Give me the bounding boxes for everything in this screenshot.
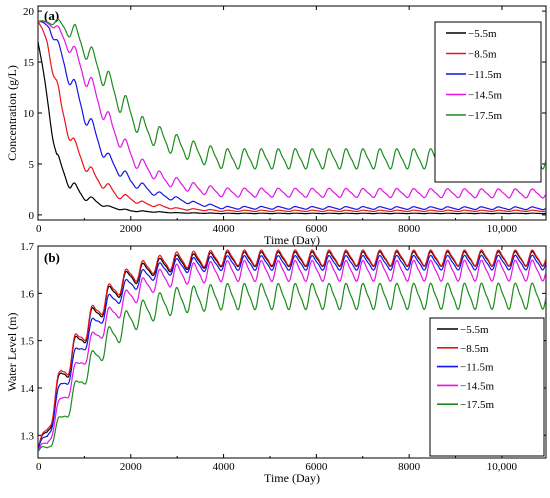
y-tick-label: 1.5: [20, 336, 34, 348]
series-line-4: [38, 20, 546, 199]
panel-label: (a): [44, 8, 59, 23]
y-tick-label: 5: [29, 159, 35, 171]
x-tick-label: 10,000: [487, 223, 518, 235]
legend-label: −14.5m: [460, 380, 494, 392]
x-tick-label: 6000: [305, 223, 328, 235]
series-line-2: [38, 21, 546, 213]
legend-box: [434, 21, 542, 183]
x-tick-label: 6000: [305, 461, 328, 473]
legend-label: −5.5m: [460, 324, 489, 336]
legend-label: −14.5m: [468, 90, 502, 102]
y-tick-label: 20: [23, 6, 35, 18]
y-axis-title: Water Level (m): [5, 313, 19, 392]
series-line-3: [38, 254, 546, 450]
panel-a: 0 2000 4000 6000 8000 10,000 0 5 10 15 20 Time (Day…: [5, 5, 547, 247]
plot-frame: [37, 245, 547, 459]
legend-label: −8.5m: [468, 49, 497, 61]
y-axis-title: Concentration (g/L): [5, 65, 19, 161]
legend-box: [429, 317, 545, 457]
y-tick-label: 0: [29, 210, 35, 222]
legend-label: −17.5m: [460, 399, 494, 411]
series-line-5: [38, 282, 546, 453]
legend: −5.5m −8.5m −11.5m −14.5m −17.5m: [434, 21, 542, 183]
x-tick-label: 8000: [398, 461, 421, 473]
series-line-1: [38, 41, 546, 215]
x-tick-label: 0: [36, 461, 42, 473]
x-axis-title: Time (Day): [264, 471, 320, 485]
x-tick-label: 4000: [213, 461, 236, 473]
x-axis-title: Time (Day): [264, 233, 320, 247]
x-tick-label: 2000: [120, 461, 143, 473]
y-tick-label: 15: [23, 57, 35, 69]
legend-label: −5.5m: [468, 28, 497, 40]
x-tick-label: 8000: [398, 223, 421, 235]
y-tick-label: 10: [23, 108, 35, 120]
y-tick-label: 1.4: [20, 383, 34, 395]
panel-b: 0 2000 4000 6000 8000 10,000 1.3 1.4 1.5 1.6 1.7 Ti…: [5, 241, 547, 485]
y-tick-label: 1.3: [20, 430, 34, 442]
legend-label: −17.5m: [468, 110, 502, 122]
y-tick-label: 1.6: [20, 288, 34, 300]
legend-label: −8.5m: [460, 343, 489, 355]
legend: −5.5m −8.5m −11.5m −14.5m −17.5m: [429, 317, 545, 457]
series-line-4: [38, 259, 546, 453]
x-tick-label: 2000: [120, 223, 143, 235]
series-line-2: [38, 249, 546, 450]
legend-label: −11.5m: [460, 362, 494, 374]
legend-label: −11.5m: [468, 69, 502, 81]
series-group: [38, 249, 546, 453]
series-line-3: [38, 20, 546, 211]
x-tick-label: 10,000: [487, 461, 518, 473]
x-tick-label: 0: [36, 223, 42, 235]
y-tick-label: 1.7: [20, 241, 34, 253]
x-tick-label: 4000: [213, 223, 236, 235]
panel-label: (b): [44, 250, 60, 265]
